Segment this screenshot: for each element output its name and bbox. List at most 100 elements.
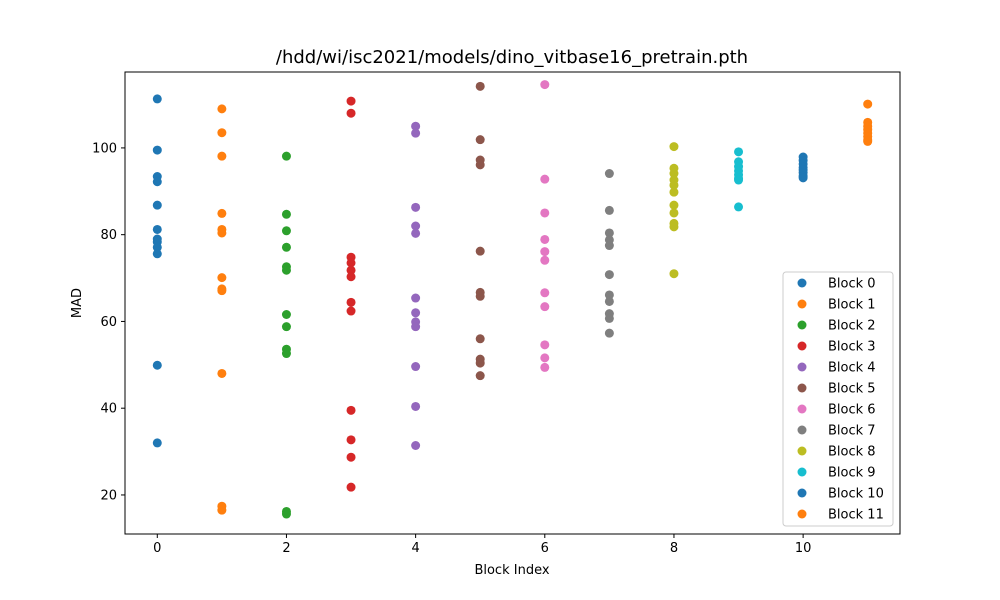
data-point-block-4 xyxy=(411,221,421,231)
data-point-block-3 xyxy=(346,108,356,118)
data-point-block-2 xyxy=(281,349,291,359)
data-point-block-8 xyxy=(669,222,679,232)
data-point-block-3 xyxy=(346,272,356,282)
data-point-block-1 xyxy=(217,505,227,515)
data-point-block-6 xyxy=(540,340,550,350)
data-point-block-4 xyxy=(411,128,421,138)
data-point-block-4 xyxy=(411,308,421,318)
legend: Block 0 Block 1 Block 2 Block 3 Block 4 Block… xyxy=(782,271,894,527)
legend-label-block-11: Block 11 xyxy=(828,508,884,523)
legend-label-block-7: Block 7 xyxy=(828,424,876,439)
data-point-block-2 xyxy=(281,309,291,319)
chart-title: /hdd/wi/isc2021/models/dino_vitbase16_pr… xyxy=(276,47,748,68)
data-point-block-6 xyxy=(540,80,550,90)
legend-label-block-1: Block 1 xyxy=(828,298,876,313)
data-point-block-3 xyxy=(346,452,356,462)
data-point-block-6 xyxy=(540,247,550,257)
data-point-block-0 xyxy=(152,438,162,448)
legend-marker-block-11 xyxy=(797,509,807,519)
data-point-block-11 xyxy=(863,136,873,146)
data-point-block-3 xyxy=(346,258,356,268)
legend-label-block-4: Block 4 xyxy=(828,361,876,376)
data-point-block-3 xyxy=(346,482,356,492)
data-point-block-5 xyxy=(475,371,485,381)
data-point-block-9 xyxy=(734,175,744,185)
data-point-block-6 xyxy=(540,362,550,372)
data-point-block-1 xyxy=(217,104,227,114)
data-point-block-3 xyxy=(346,265,356,275)
legend-label-block-5: Block 5 xyxy=(828,382,876,397)
data-point-block-0 xyxy=(152,360,162,370)
legend-marker-block-0 xyxy=(797,278,807,288)
data-point-block-7 xyxy=(604,169,614,179)
data-point-block-6 xyxy=(540,255,550,265)
data-point-block-3 xyxy=(346,306,356,316)
data-point-block-4 xyxy=(411,401,421,411)
data-point-block-4 xyxy=(411,362,421,372)
data-point-block-2 xyxy=(281,509,291,519)
y-tick-label: 100 xyxy=(92,141,117,156)
legend-label-block-3: Block 3 xyxy=(828,340,876,355)
data-point-block-1 xyxy=(217,128,227,138)
x-tick-label: 10 xyxy=(795,541,812,556)
data-point-block-8 xyxy=(669,187,679,197)
data-point-block-8 xyxy=(669,142,679,152)
plot-area xyxy=(124,71,901,535)
data-point-block-5 xyxy=(475,291,485,301)
data-points xyxy=(152,80,873,519)
data-point-block-11 xyxy=(863,99,873,109)
data-point-block-1 xyxy=(217,151,227,161)
data-point-block-0 xyxy=(152,145,162,155)
x-axis-label: Block Index xyxy=(474,563,549,578)
data-point-block-4 xyxy=(411,121,421,131)
data-point-block-6 xyxy=(540,288,550,298)
x-tick-label: 4 xyxy=(411,541,419,556)
y-tick-label: 80 xyxy=(100,228,117,243)
data-point-block-8 xyxy=(669,269,679,279)
legend-marker-block-1 xyxy=(797,299,807,309)
data-point-block-2 xyxy=(281,226,291,236)
y-tick-label: 60 xyxy=(100,315,117,330)
y-axis-label: MAD xyxy=(70,288,85,318)
data-point-block-3 xyxy=(346,96,356,106)
legend-label-block-2: Block 2 xyxy=(828,319,876,334)
data-point-block-5 xyxy=(475,246,485,256)
data-point-block-6 xyxy=(540,302,550,312)
data-point-block-1 xyxy=(217,273,227,283)
data-point-block-6 xyxy=(540,353,550,363)
data-point-block-2 xyxy=(281,151,291,161)
data-point-block-1 xyxy=(217,368,227,378)
data-point-block-3 xyxy=(346,405,356,415)
data-point-block-1 xyxy=(217,228,227,238)
data-point-block-0 xyxy=(152,94,162,104)
data-point-block-8 xyxy=(669,169,679,179)
x-tick-label: 8 xyxy=(670,541,678,556)
data-point-block-2 xyxy=(281,322,291,332)
y-tick-label: 40 xyxy=(100,402,117,417)
legend-label-block-10: Block 10 xyxy=(828,487,884,502)
data-point-block-8 xyxy=(669,208,679,218)
legend-marker-block-8 xyxy=(797,446,807,456)
data-point-block-7 xyxy=(604,328,614,338)
data-point-block-1 xyxy=(217,208,227,218)
data-point-block-9 xyxy=(734,202,744,212)
data-point-block-3 xyxy=(346,435,356,445)
data-point-block-7 xyxy=(604,270,614,280)
y-tick-label: 20 xyxy=(100,488,117,503)
legend-marker-block-7 xyxy=(797,425,807,435)
legend-label-block-0: Block 0 xyxy=(828,277,876,292)
data-point-block-7 xyxy=(604,290,614,300)
data-point-block-5 xyxy=(475,135,485,145)
legend-marker-block-10 xyxy=(797,488,807,498)
data-point-block-6 xyxy=(540,174,550,184)
data-point-block-7 xyxy=(604,313,614,323)
legend-marker-block-6 xyxy=(797,404,807,414)
data-point-block-6 xyxy=(540,208,550,218)
data-point-block-1 xyxy=(217,286,227,296)
data-point-block-0 xyxy=(152,177,162,187)
x-tick-label: 0 xyxy=(153,541,161,556)
legend-label-block-6: Block 6 xyxy=(828,403,876,418)
legend-marker-block-5 xyxy=(797,383,807,393)
legend-marker-block-9 xyxy=(797,467,807,477)
